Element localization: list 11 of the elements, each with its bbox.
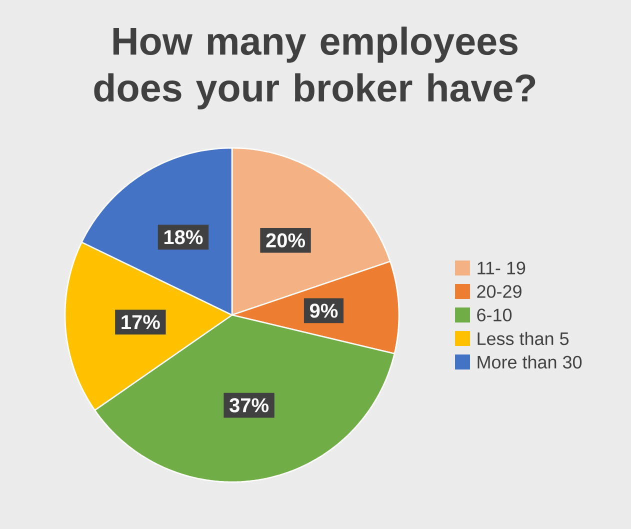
legend-label: Less than 5 <box>478 332 569 346</box>
chart-title: How many employees does your broker have? <box>94 26 536 110</box>
data-label: 20% <box>266 233 306 248</box>
legend-label: 20-29 <box>477 285 522 298</box>
legend-label: 11- 19 <box>478 262 526 274</box>
data-label: 18% <box>164 230 203 244</box>
legend-label: More than 30 <box>478 355 582 369</box>
data-label: 37% <box>229 398 269 412</box>
data-label: 17% <box>122 315 160 330</box>
legend-label: 6-10 <box>477 308 512 322</box>
data-label: 9% <box>310 304 338 318</box>
